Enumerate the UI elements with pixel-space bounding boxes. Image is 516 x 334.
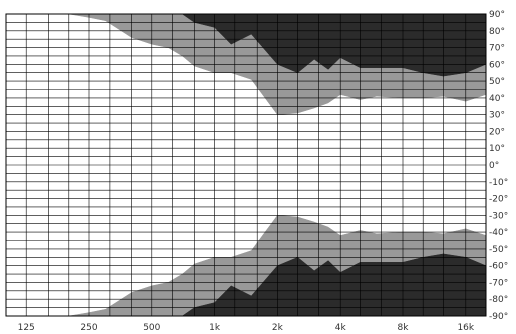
y-tick-label: -20° [489, 195, 508, 205]
x-tick-label: 500 [143, 323, 160, 333]
x-tick-label: 4k [335, 323, 347, 333]
y-tick-label: -60° [489, 262, 508, 272]
x-axis-ticks: 125 250 500 1k 2k 4k 8k 16k [18, 323, 475, 333]
y-tick-label: 30° [489, 111, 505, 121]
y-tick-label: 20° [489, 127, 505, 137]
y-tick-label: 40° [489, 94, 505, 104]
y-tick-label: -50° [489, 245, 508, 255]
y-tick-label: 70° [489, 44, 505, 54]
x-tick-label: 1k [209, 323, 221, 333]
x-tick-label: 8k [398, 323, 410, 333]
y-tick-label: 50° [489, 77, 505, 87]
y-tick-label: -70° [489, 278, 508, 288]
y-tick-label: 60° [489, 60, 505, 70]
y-tick-label: 80° [489, 27, 505, 37]
y-axis-ticks: 90° 80° 70° 60° 50° 40° 30° 20° 10° 0° -10° -20° -30… [489, 10, 508, 322]
y-tick-label: -90° [489, 312, 508, 322]
x-tick-label: 250 [80, 323, 97, 333]
grid-lines [5, 13, 487, 317]
x-tick-label: 125 [18, 323, 35, 333]
y-tick-label: -40° [489, 228, 508, 238]
y-tick-label: -80° [489, 295, 508, 305]
y-tick-label: 10° [489, 144, 505, 154]
lower-inner-band [168, 253, 487, 317]
x-tick-label: 2k [272, 323, 284, 333]
y-tick-label: -10° [489, 178, 508, 188]
plot-border [5, 13, 487, 317]
x-tick-label: 16k [457, 323, 474, 333]
y-tick-label: 90° [489, 10, 505, 20]
y-tick-label: 0° [489, 161, 499, 171]
y-tick-label: -30° [489, 211, 508, 221]
upper-inner-band [168, 13, 487, 77]
